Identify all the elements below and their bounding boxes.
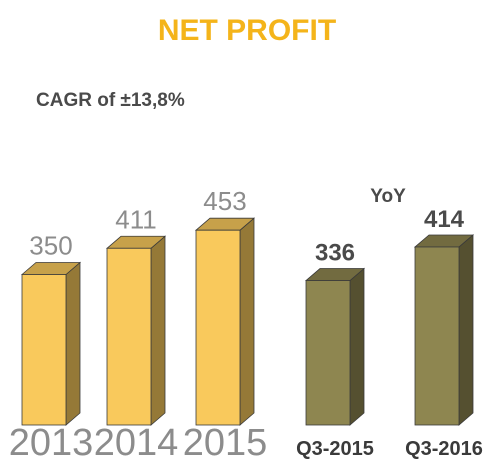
bar [105, 235, 167, 426]
bar [413, 234, 475, 426]
bar-side [458, 234, 474, 426]
bar [304, 267, 366, 426]
x-tick-label: 2014 [94, 422, 179, 463]
bar-front [305, 280, 351, 426]
value-label: 453 [203, 186, 246, 216]
bar-front [106, 247, 152, 426]
bar-front [21, 274, 67, 426]
value-label: 336 [315, 240, 355, 267]
x-tick-label: Q3-2016 [405, 438, 483, 460]
bar-front [195, 229, 241, 426]
bar-side [65, 261, 81, 426]
bar-front [414, 246, 460, 426]
x-tick-label: 2013 [9, 422, 94, 463]
annotation: YoY [370, 186, 406, 207]
bar-side [239, 217, 255, 426]
bar [194, 217, 256, 426]
x-tick-label: Q3-2015 [296, 438, 374, 460]
subtitle: CAGR of ±13,8% [36, 90, 185, 111]
value-label: 350 [29, 231, 72, 261]
bar-side [349, 267, 365, 426]
x-tick-label: 2015 [183, 422, 268, 463]
value-label: 411 [115, 204, 156, 234]
value-label: 414 [424, 206, 465, 233]
bar [20, 261, 82, 426]
bar-side [150, 235, 166, 426]
chart-title: NET PROFIT [158, 14, 336, 47]
